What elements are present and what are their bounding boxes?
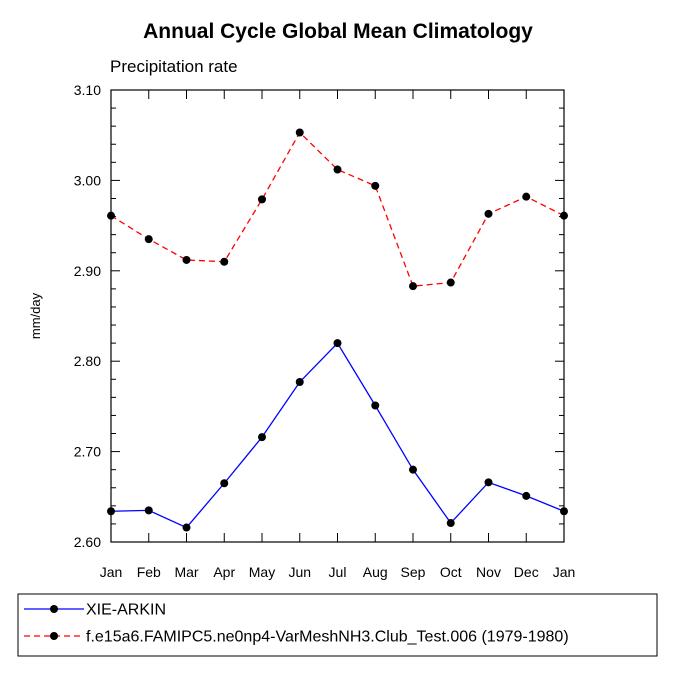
y-tick-label: 2.80 (74, 353, 101, 369)
x-tick-label: May (249, 564, 275, 580)
x-axis-ticks: Jan Feb Mar Apr May Jun Jul Aug Sep Oct Nov Dec Jan (100, 90, 576, 580)
series-layer (107, 128, 568, 532)
series-0-point (333, 339, 342, 348)
legend-box (17, 593, 658, 657)
x-tick-label: Jan (553, 564, 576, 580)
series-line-1 (110, 131, 565, 287)
legend-marker-1 (50, 632, 58, 640)
y-tick-label: 2.60 (74, 534, 101, 550)
series-0-point (295, 377, 304, 386)
chart-subtitle: Precipitation rate (110, 57, 238, 76)
y-tick-label: 2.70 (74, 444, 101, 460)
x-tick-label: Apr (213, 564, 235, 580)
series-0-point (446, 519, 455, 528)
series-1-point (333, 165, 342, 174)
series-1-point (258, 195, 266, 204)
series-0-point (560, 507, 568, 516)
series-1-point (446, 278, 455, 287)
series-0-point (144, 506, 153, 515)
series-1-point (295, 128, 304, 137)
plot-area-frame (110, 89, 565, 543)
y-axis-label: mm/day (28, 292, 43, 339)
series-1-point (409, 282, 417, 291)
legend: XIE-ARKIN f.e15a6.FAMIPC5.ne0np4-VarMeshN… (24, 602, 569, 646)
series-0-point (182, 523, 191, 532)
y-tick-label: 3.00 (74, 172, 101, 188)
x-tick-label: Nov (476, 564, 501, 580)
y-axis-ticks: 2.60 2.70 2.80 2.90 3.00 3.10 (74, 82, 564, 550)
series-0-point (107, 507, 115, 516)
series-0-point (220, 479, 229, 488)
x-tick-label: Feb (137, 564, 161, 580)
series-1-point (371, 181, 380, 190)
legend-marker-0 (50, 605, 58, 613)
x-tick-label: Aug (363, 564, 388, 580)
series-1-point (484, 209, 493, 218)
series-1-point (107, 211, 115, 220)
series-0-point (371, 401, 380, 410)
x-tick-label: Jun (288, 564, 311, 580)
series-line-0 (110, 342, 565, 529)
series-0-point (522, 491, 531, 500)
series-1-point (522, 192, 531, 201)
series-1-point (144, 235, 153, 244)
series-1-point (220, 257, 229, 266)
y-tick-label: 3.10 (74, 82, 101, 98)
x-tick-label: Sep (401, 564, 426, 580)
chart-title: Annual Cycle Global Mean Climatology (143, 20, 533, 43)
x-tick-label: Jul (329, 564, 347, 580)
series-0-point (258, 433, 266, 442)
y-tick-label: 2.90 (74, 263, 101, 279)
series-1-point (182, 255, 191, 264)
legend-label-0: XIE-ARKIN (86, 602, 166, 619)
x-tick-label: Dec (514, 564, 539, 580)
series-0-point (409, 465, 417, 474)
x-tick-label: Oct (440, 564, 462, 580)
series-1-point (560, 211, 568, 220)
x-tick-label: Mar (174, 564, 198, 580)
legend-label-1: f.e15a6.FAMIPC5.ne0np4-VarMeshNH3.Club_T… (86, 629, 569, 646)
x-tick-label: Jan (100, 564, 123, 580)
series-0-point (484, 478, 493, 487)
